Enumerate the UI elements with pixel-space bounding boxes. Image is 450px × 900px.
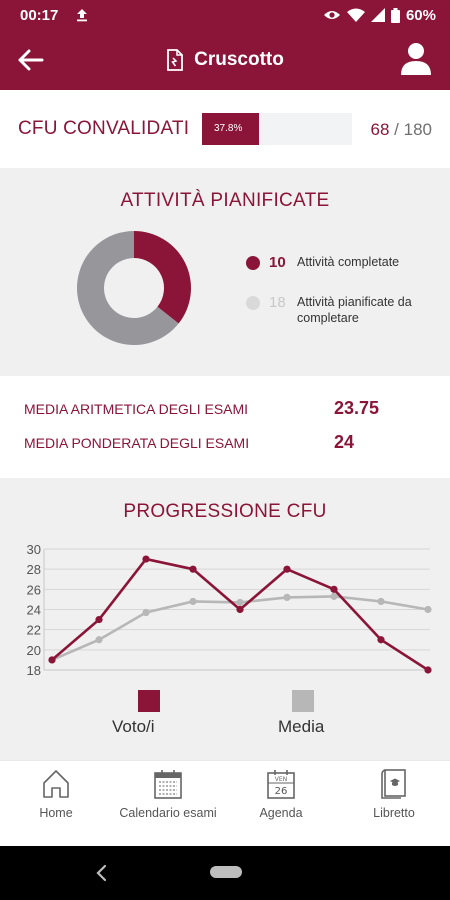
legend-pending: 18 Attività pianificate da completare <box>246 294 437 326</box>
status-time: 00:17 <box>20 6 59 24</box>
dashboard-icon <box>167 49 184 71</box>
progression-title: PROGRESSIONE CFU <box>123 501 327 522</box>
data-point-media <box>189 597 197 606</box>
data-point-voto <box>48 656 56 664</box>
completed-dot <box>246 256 260 270</box>
system-back-icon[interactable] <box>92 862 112 884</box>
donut-slice-pending <box>76 231 179 345</box>
averages-section: MEDIA ARITMETICA DEGLI ESAMI 23.75 MEDIA… <box>0 376 450 478</box>
legend-voto-label: Voto/i <box>112 717 155 736</box>
legend-media-swatch <box>292 690 314 712</box>
legend-media-label: Media <box>278 717 325 736</box>
nav-home[interactable]: Home <box>0 761 112 847</box>
calendar-icon <box>154 770 182 799</box>
y-tick-label: 30 <box>27 542 41 557</box>
cfu-separator: / <box>394 120 399 139</box>
wifi-icon <box>346 8 365 22</box>
cfu-earned: 68 <box>370 120 390 139</box>
y-tick-label: 26 <box>27 582 41 597</box>
arrow-back-icon <box>18 49 44 71</box>
cfu-total: 180 <box>403 120 432 139</box>
data-point-voto <box>283 565 291 573</box>
user-icon <box>401 43 431 75</box>
data-point-voto <box>377 636 385 644</box>
nav-calendario-esami[interactable]: Calendario esami <box>112 761 224 847</box>
cfu-progress-fill: 37.8% <box>202 113 259 145</box>
eye-icon <box>323 9 341 21</box>
completed-label: Attività completate <box>297 255 400 269</box>
nav-calendario-esami-label: Calendario esami <box>119 806 217 820</box>
data-point-media <box>283 593 291 601</box>
system-navigation-bar <box>0 846 450 900</box>
back-button[interactable] <box>16 46 48 74</box>
nav-libretto-label: Libretto <box>373 806 415 820</box>
y-tick-label: 24 <box>27 603 41 618</box>
booklet-icon <box>381 769 406 799</box>
arithmetic-average-label: MEDIA ARITMETICA DEGLI ESAMI <box>24 400 249 417</box>
nav-agenda[interactable]: VEN 26 Agenda <box>225 761 337 847</box>
upload-icon <box>76 8 88 22</box>
page-title: Cruscotto <box>194 49 284 70</box>
data-point-media <box>377 597 385 606</box>
data-point-media <box>95 636 103 644</box>
completed-count: 10 <box>269 254 286 271</box>
data-point-voto <box>236 605 244 614</box>
y-tick-label: 20 <box>27 643 41 658</box>
nav-agenda-label: Agenda <box>259 806 303 820</box>
legend-voto-swatch <box>138 690 160 712</box>
activities-title: ATTIVITÀ PIANIFICATE <box>120 190 330 211</box>
arithmetic-average-row: MEDIA ARITMETICA DEGLI ESAMI 23.75 <box>24 398 426 419</box>
home-icon <box>43 770 69 798</box>
data-point-voto <box>424 666 432 674</box>
y-tick-label: 18 <box>27 663 41 678</box>
data-point-voto <box>142 555 150 563</box>
cfu-label: CFU CONVALIDATI <box>18 118 190 139</box>
weighted-average-value: 24 <box>334 432 355 452</box>
profile-button[interactable] <box>400 42 432 76</box>
legend-completed: 10 Attività completate <box>246 254 437 271</box>
agenda-icon-day-number: 26 <box>275 786 288 797</box>
data-point-media <box>142 608 150 617</box>
data-point-media <box>236 598 244 607</box>
data-point-voto <box>330 585 338 593</box>
pending-count: 18 <box>269 294 286 311</box>
donut-slice-completed <box>134 231 191 324</box>
battery-icon <box>390 7 400 23</box>
nav-libretto[interactable]: Libretto <box>338 761 450 847</box>
progression-section: PROGRESSIONE CFU 18 20 22 24 26 28 30 Voto/i M… <box>0 480 450 758</box>
nav-home-label: Home <box>39 806 73 820</box>
data-point-media <box>330 592 338 600</box>
y-tick-label: 22 <box>27 623 41 638</box>
data-point-media <box>424 605 432 614</box>
cfu-section: CFU CONVALIDATI 37.8% 68 / 180 <box>0 90 450 168</box>
arithmetic-average-value: 23.75 <box>334 398 380 418</box>
bottom-navigation: Home Calendario esami VEN 26 Agenda Libr… <box>0 760 450 846</box>
cfu-count: 68 / 180 <box>371 120 433 140</box>
agenda-icon-day-name: VEN <box>275 776 287 783</box>
y-tick-label: 28 <box>27 562 41 577</box>
system-home-pill[interactable] <box>210 866 242 878</box>
app-bar: Cruscotto <box>0 30 450 90</box>
activities-donut-chart <box>76 231 191 345</box>
status-bar: 00:17 60% <box>0 0 450 30</box>
data-point-voto <box>189 565 197 573</box>
data-point-voto <box>95 615 103 624</box>
pending-dot <box>246 296 260 310</box>
agenda-icon: VEN 26 <box>267 770 295 799</box>
signal-icon <box>370 8 385 22</box>
weighted-average-label: MEDIA PONDERATA DEGLI ESAMI <box>24 434 250 451</box>
series-line-voto <box>51 557 429 672</box>
pending-label: Attività pianificate da completare <box>297 295 412 325</box>
progression-line-chart: 18 20 22 24 26 28 30 <box>27 542 432 678</box>
activities-section: ATTIVITÀ PIANIFICATE 10 Attività complet… <box>0 170 450 374</box>
cfu-progress-bar: 37.8% <box>202 113 352 145</box>
battery-level: 60% <box>405 6 436 24</box>
cfu-progress-percent: 37.8% <box>214 123 243 134</box>
weighted-average-row: MEDIA PONDERATA DEGLI ESAMI 24 <box>24 432 426 453</box>
